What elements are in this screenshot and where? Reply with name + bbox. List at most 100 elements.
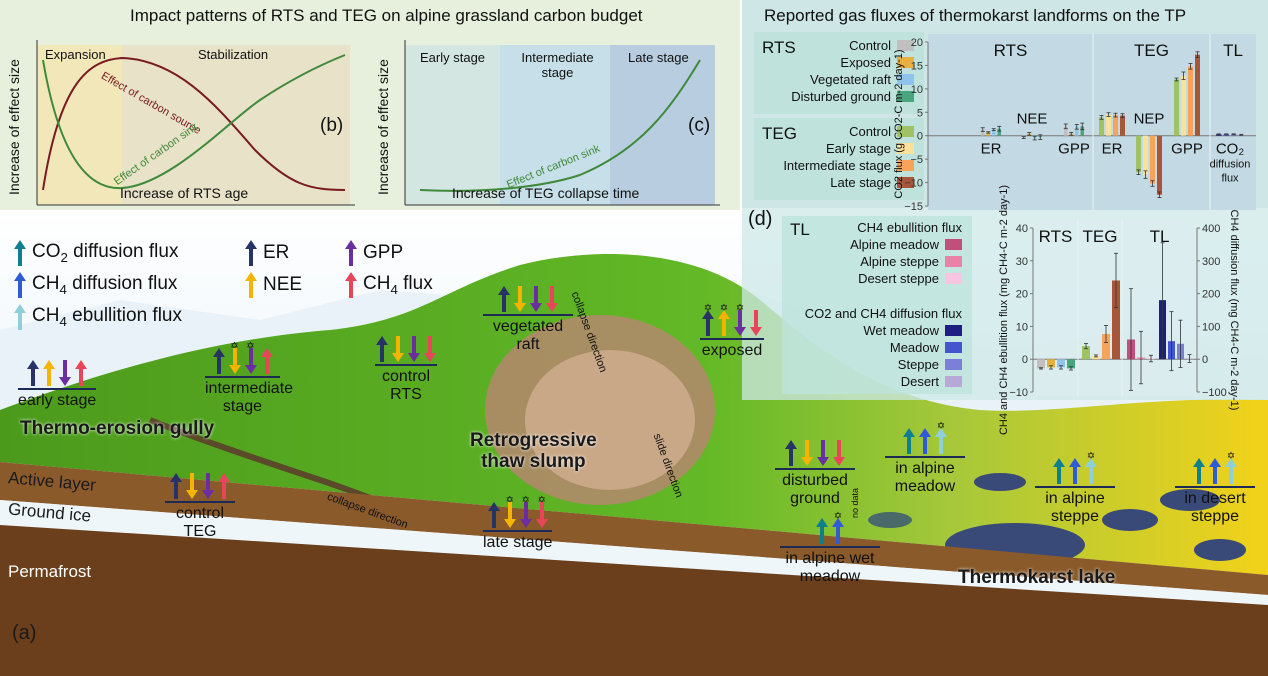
nee-down-arrow-icon bbox=[228, 348, 241, 374]
site-label: control TEG bbox=[175, 505, 225, 540]
legend-item: Alpine meadow bbox=[850, 237, 962, 252]
site-exposed: ✡ ✡ ✡ exposed bbox=[700, 300, 764, 360]
legend-text: CH bbox=[32, 305, 60, 327]
arrow-icon bbox=[14, 304, 26, 330]
star-icon: ✡ bbox=[230, 341, 239, 352]
expansion-zone bbox=[37, 45, 122, 205]
ch4-flux-down-arrow-icon bbox=[750, 310, 762, 336]
site-label: late stage bbox=[483, 534, 553, 551]
ch4-flux-up-arrow-icon bbox=[218, 473, 230, 499]
legend-tl-title: TL bbox=[790, 220, 810, 239]
ch4-diffusion-up-arrow-icon bbox=[919, 428, 931, 454]
carbon-sink-curve-c bbox=[419, 59, 701, 192]
legend-item: Desert bbox=[901, 374, 962, 389]
intermediate-stage-zone bbox=[500, 45, 610, 205]
panel-d-label: (d) bbox=[748, 208, 773, 230]
carbon-source-curve bbox=[42, 56, 346, 191]
flux-arrows bbox=[483, 502, 553, 532]
star-icon: ✡ bbox=[719, 303, 729, 314]
ch4-flux-down-arrow-icon bbox=[424, 336, 436, 362]
star-icon: ✡ bbox=[703, 303, 713, 314]
site-early-stage: early stage bbox=[18, 350, 97, 410]
star-icon: ✡ bbox=[521, 495, 530, 506]
star-row: ✡ bbox=[1035, 448, 1115, 462]
legend-text: flux bbox=[397, 273, 433, 295]
legend-nee: NEE bbox=[245, 272, 302, 298]
ch4-diffusion-up-arrow-icon bbox=[1069, 458, 1081, 484]
carbon-sink-curve-b bbox=[42, 54, 346, 190]
nee-up-arrow-icon bbox=[718, 310, 730, 336]
nee-down-arrow-icon bbox=[514, 286, 526, 312]
legend-label: Steppe bbox=[897, 357, 939, 372]
ch4-flux-up-arrow-icon bbox=[75, 360, 88, 386]
legend-ebullition-title: CH4 ebullition flux bbox=[857, 220, 962, 235]
site-intermediate-stage: ✡ ✡ intermediate stage bbox=[205, 338, 293, 416]
lake bbox=[974, 473, 1026, 491]
legend-text: diffusion flux bbox=[67, 241, 179, 263]
legend-ch4-ebullition: CH4 ebullition flux bbox=[14, 304, 182, 330]
stage-late: Late stage bbox=[628, 50, 689, 65]
legend-text: CH bbox=[32, 273, 60, 295]
legend-gpp: GPP bbox=[345, 240, 403, 266]
gpp-down-arrow-icon bbox=[817, 440, 829, 466]
arrow-icon bbox=[14, 240, 26, 266]
nee-down-arrow-icon bbox=[186, 473, 198, 499]
legend-sub: 4 bbox=[59, 281, 67, 297]
panel-d-co2: Reported gas fluxes of thermokarst landf… bbox=[742, 0, 1268, 208]
slump-label-2: thaw slump bbox=[481, 451, 586, 472]
er-up-arrow-icon bbox=[27, 360, 40, 386]
site-control-teg: control TEG bbox=[165, 463, 235, 541]
legend-swatch bbox=[897, 40, 914, 51]
legend-item: Steppe bbox=[898, 357, 962, 372]
phase-stabilization: Stabilization bbox=[198, 47, 269, 62]
er-up-arrow-icon bbox=[498, 286, 510, 312]
early-stage-zone bbox=[405, 45, 500, 205]
legend-swatch bbox=[897, 91, 914, 102]
b-y-label: Increase of effect size bbox=[6, 59, 22, 195]
thaw-slump-floor bbox=[525, 350, 695, 490]
site-label: disturbed ground bbox=[782, 472, 848, 507]
legend-swatch bbox=[945, 273, 962, 284]
legend-teg: TEG Control Early stage Intermediate stage… bbox=[754, 118, 924, 200]
ch4-ebullition-up-arrow-icon bbox=[1085, 458, 1097, 484]
c-x-label: Increase of TEG collapse time bbox=[452, 185, 640, 201]
site-label: intermediate stage bbox=[205, 380, 294, 415]
site-alpine-wet-meadow: ✡ in alpine wet meadow bbox=[780, 508, 880, 586]
legend-teg-title: TEG bbox=[762, 124, 797, 143]
legend-label: Desert steppe bbox=[858, 271, 939, 286]
ch4-ebullition-up-arrow-icon bbox=[1225, 458, 1237, 484]
ch4-diffusion-up-arrow-icon bbox=[832, 518, 844, 544]
panel-a-label: (a) bbox=[12, 622, 37, 644]
star-row bbox=[165, 463, 235, 473]
legend-item: Late stage bbox=[830, 175, 914, 190]
panel-d-title: Reported gas fluxes of thermokarst landf… bbox=[764, 6, 1187, 25]
legend-text: NEE bbox=[263, 274, 303, 295]
flux-arrows bbox=[18, 360, 97, 390]
site-label: control RTS bbox=[381, 368, 431, 403]
legend-label: Alpine steppe bbox=[860, 254, 939, 269]
gpp-down-arrow-icon bbox=[530, 286, 542, 312]
star-row: ✡ bbox=[885, 418, 965, 432]
legend-label: Control bbox=[849, 124, 891, 139]
star-icon: ✡ bbox=[833, 511, 843, 522]
legend-text: ebullition flux bbox=[66, 305, 182, 327]
slump-label: Retrogressive thaw slump bbox=[470, 430, 597, 472]
flux-arrows bbox=[775, 440, 855, 470]
slump-label-1: Retrogressive bbox=[470, 430, 597, 451]
co2-diffusion-up-arrow-icon bbox=[1193, 458, 1205, 484]
legend-text: ER bbox=[263, 242, 290, 263]
legend-item: Alpine steppe bbox=[860, 254, 962, 269]
arrow-icon bbox=[245, 272, 257, 298]
legend-er: ER bbox=[245, 240, 289, 266]
star-icon: ✡ bbox=[735, 303, 745, 314]
site-label: in alpine wet meadow bbox=[785, 550, 875, 585]
arrow-icon bbox=[345, 240, 357, 266]
legend-item: Wet meadow bbox=[863, 323, 962, 338]
site-late-stage: ✡ ✡ ✡ late stage bbox=[483, 492, 553, 552]
panel-c-label: (c) bbox=[688, 115, 711, 136]
legend-swatch bbox=[945, 325, 962, 336]
star-row: ✡ ✡ ✡ bbox=[700, 300, 764, 314]
nee-down-arrow-icon bbox=[801, 440, 813, 466]
co2-diffusion-up-arrow-icon bbox=[816, 518, 828, 544]
star-row: ✡ bbox=[780, 508, 880, 522]
